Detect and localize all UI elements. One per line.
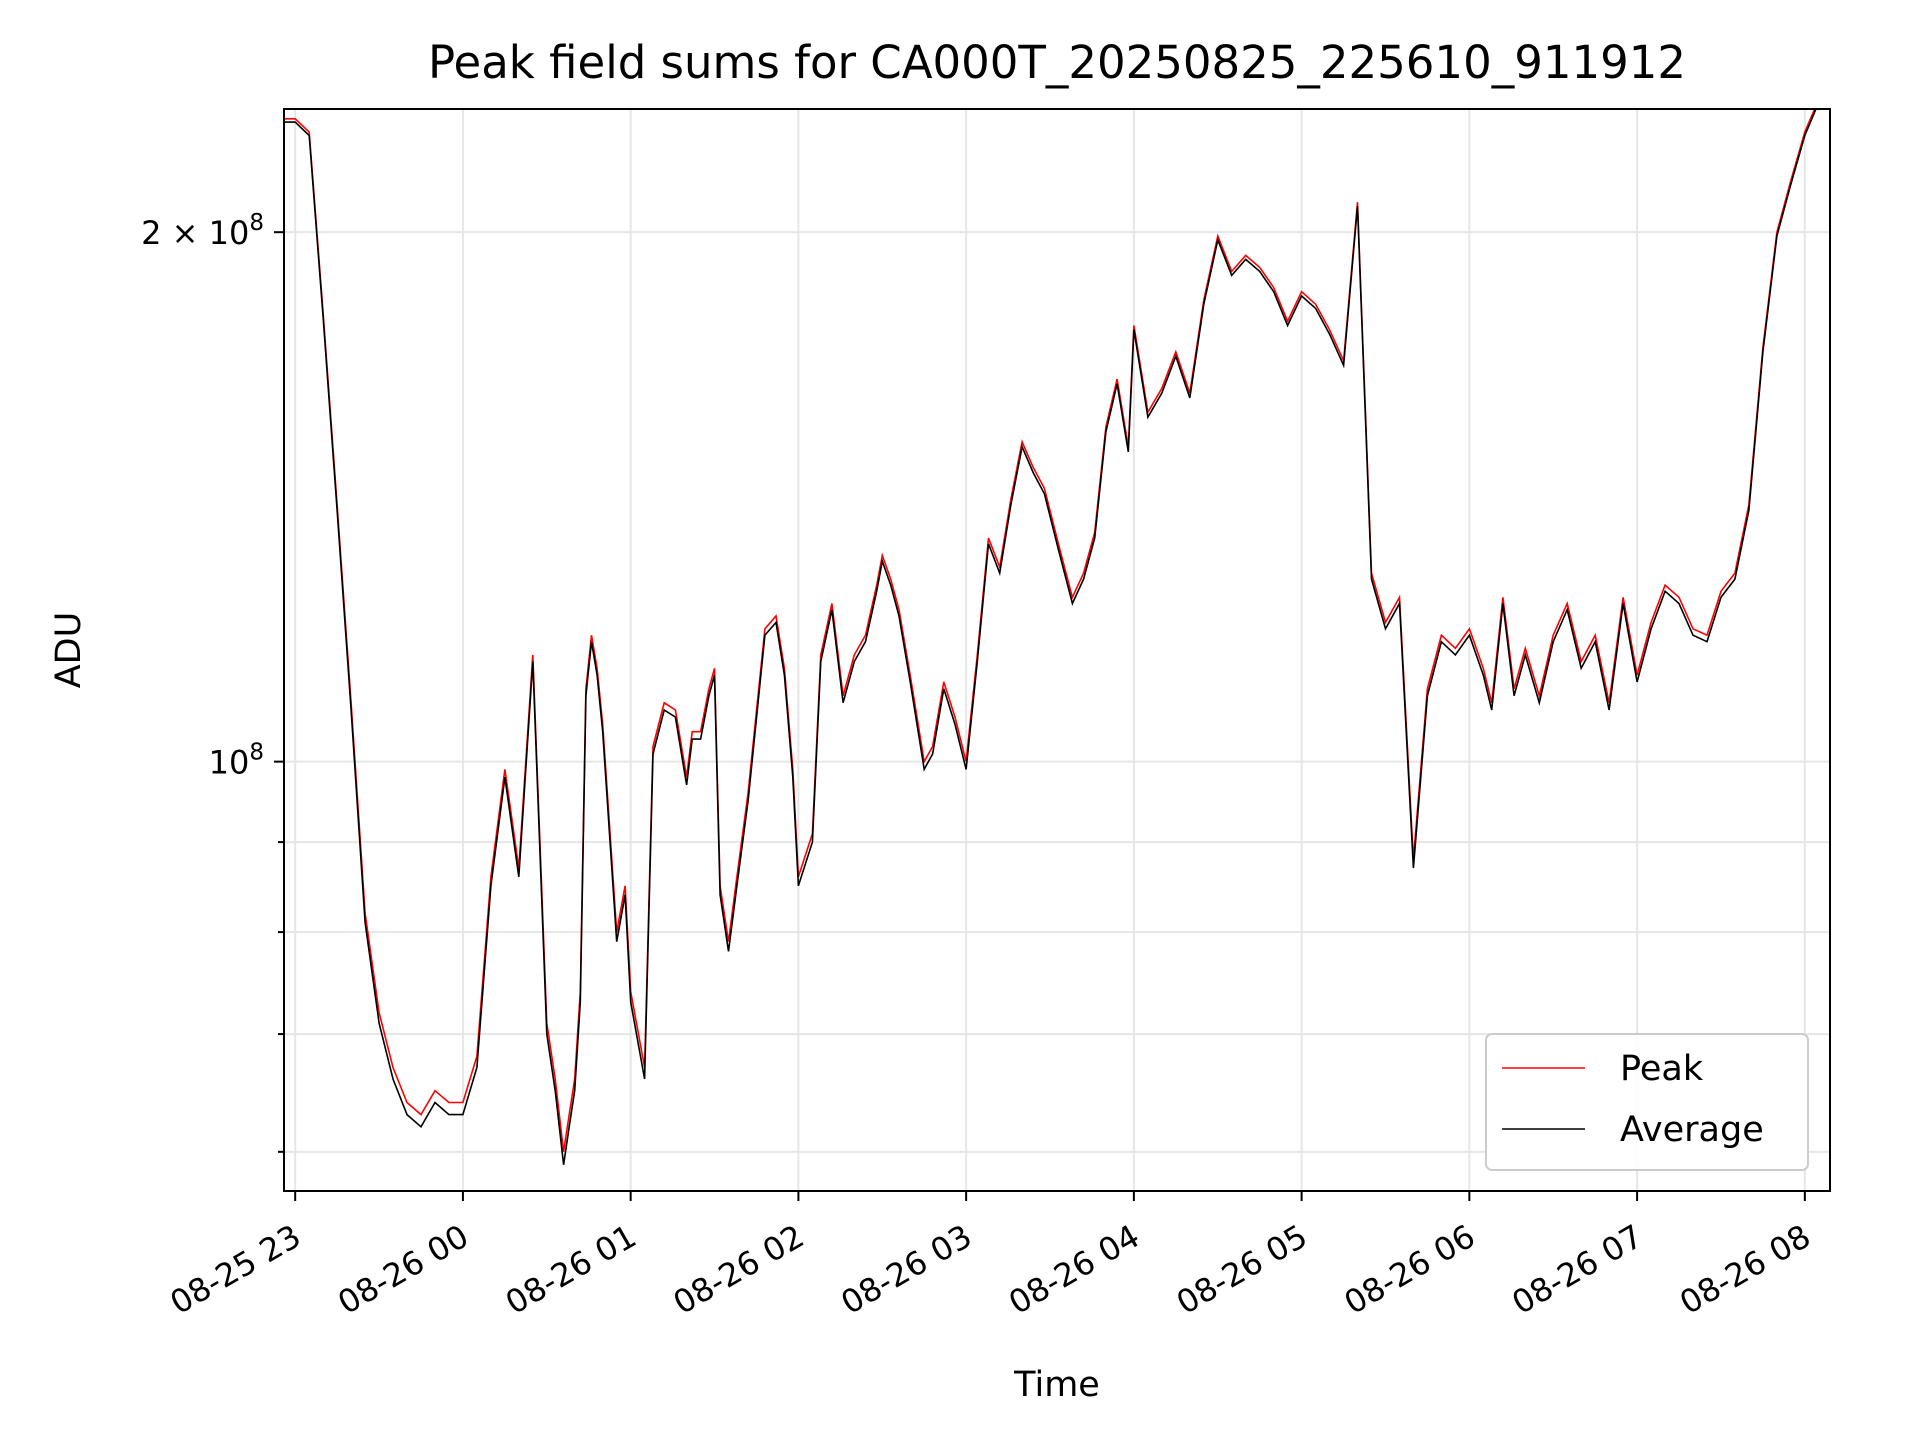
legend-label-average: Average — [1620, 1110, 1764, 1150]
y-tick-label: 108 — [209, 740, 264, 782]
y-tick-label: 2 × 108 — [141, 210, 264, 252]
y-axis-label: ADU — [49, 612, 89, 689]
x-axis-label: Time — [1013, 1365, 1100, 1405]
series-layer — [284, 109, 1828, 1165]
legend-label-peak: Peak — [1620, 1049, 1704, 1089]
y-axis-ticks: 108 2 × 108 — [141, 210, 284, 1153]
series-line-average — [284, 109, 1828, 1165]
plot-area-frame — [283, 108, 1831, 1192]
legend: Peak Average — [1485, 1033, 1809, 1171]
chart-title: Peak field sums for CA000T_20250825_2256… — [428, 36, 1686, 89]
